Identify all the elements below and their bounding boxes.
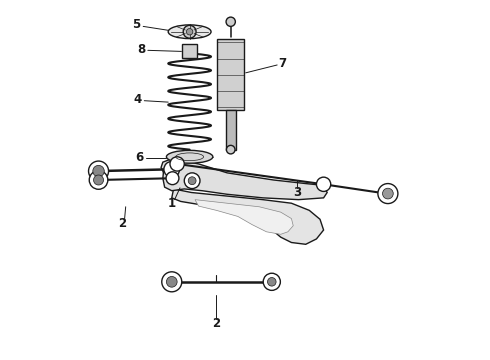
Circle shape [167,276,177,287]
Text: 8: 8 [137,43,146,56]
Polygon shape [182,44,197,58]
Text: 5: 5 [132,18,140,31]
Polygon shape [161,157,195,184]
Circle shape [170,157,184,171]
Circle shape [226,145,235,154]
Text: 4: 4 [134,93,142,106]
Circle shape [89,161,109,181]
Circle shape [94,175,103,185]
Text: 1: 1 [168,197,176,210]
Polygon shape [195,200,293,234]
Polygon shape [226,111,236,150]
Text: 2: 2 [118,217,126,230]
Circle shape [166,172,179,185]
Circle shape [164,161,180,177]
Circle shape [186,28,193,35]
Circle shape [263,273,280,291]
Polygon shape [217,39,245,111]
Ellipse shape [168,25,211,39]
Text: 7: 7 [278,57,287,71]
Circle shape [183,25,196,38]
Circle shape [268,278,276,286]
Circle shape [89,171,108,189]
Polygon shape [172,189,323,244]
Circle shape [317,177,331,192]
Circle shape [226,17,235,26]
Ellipse shape [167,150,213,163]
Polygon shape [163,160,327,200]
Circle shape [162,272,182,292]
Circle shape [93,165,104,177]
Text: 2: 2 [212,317,220,330]
Circle shape [378,184,398,203]
Text: 3: 3 [293,186,301,199]
Text: 6: 6 [136,151,144,165]
Circle shape [188,177,196,185]
Circle shape [184,173,200,189]
Circle shape [383,188,393,199]
